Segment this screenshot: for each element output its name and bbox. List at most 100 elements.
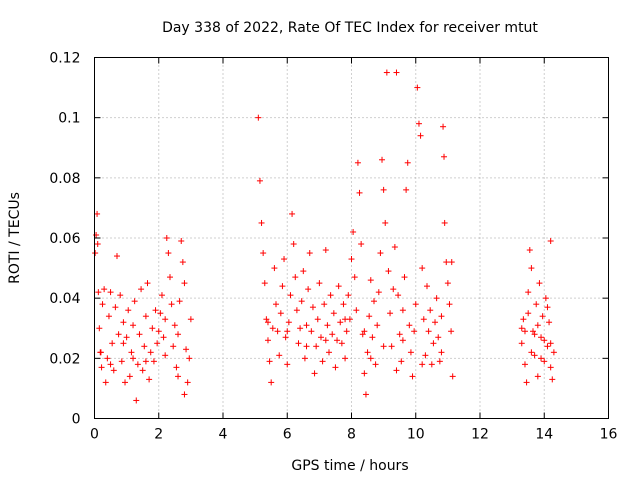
data-point — [300, 268, 307, 275]
data-point — [398, 358, 405, 365]
data-point — [547, 238, 554, 245]
data-point — [113, 253, 120, 260]
data-point — [361, 370, 368, 377]
data-point — [544, 343, 551, 350]
data-point — [440, 123, 447, 130]
data-point — [297, 325, 304, 332]
data-point — [301, 355, 308, 362]
data-point — [160, 334, 167, 341]
data-point — [443, 259, 450, 266]
data-point — [538, 334, 545, 341]
data-point — [547, 364, 554, 371]
data-point — [142, 313, 149, 320]
data-point — [168, 301, 175, 308]
data-point — [136, 331, 143, 338]
data-point — [170, 343, 177, 350]
data-point — [444, 280, 451, 287]
data-point — [175, 331, 182, 338]
data-point — [150, 358, 157, 365]
x-tick-label: 14 — [535, 427, 553, 443]
data-point — [94, 241, 101, 248]
data-point — [322, 337, 329, 344]
data-point — [428, 361, 435, 368]
data-point — [274, 328, 281, 335]
data-point — [340, 301, 347, 308]
data-point — [171, 322, 178, 329]
data-point — [436, 358, 443, 365]
data-point — [526, 247, 533, 254]
data-point — [417, 132, 424, 139]
y-axis-label: ROTI / TECUs — [7, 192, 23, 284]
data-point — [120, 340, 127, 347]
data-point — [353, 307, 360, 314]
x-axis-label: GPS time / hours — [291, 458, 408, 474]
data-point — [273, 301, 280, 308]
data-point — [175, 373, 182, 380]
data-point — [131, 298, 138, 305]
data-point — [412, 301, 419, 308]
data-point — [419, 361, 426, 368]
data-point — [404, 159, 411, 166]
data-point — [256, 177, 263, 184]
y-tick-label: 0.1 — [58, 111, 80, 127]
data-point — [329, 331, 336, 338]
data-point — [165, 250, 172, 257]
data-point — [359, 331, 366, 338]
data-point — [549, 376, 556, 383]
grid — [94, 57, 609, 419]
data-point — [369, 334, 376, 341]
data-point — [521, 361, 528, 368]
data-point — [354, 159, 361, 166]
data-point — [311, 370, 318, 377]
data-point — [134, 361, 141, 368]
data-point — [380, 186, 387, 193]
data-point — [303, 322, 310, 329]
data-point — [258, 219, 265, 226]
data-point — [181, 391, 188, 398]
data-point — [166, 274, 173, 281]
data-point — [432, 319, 439, 326]
data-point — [411, 328, 418, 335]
data-point — [414, 84, 421, 91]
data-point — [139, 367, 146, 374]
data-point — [433, 295, 440, 302]
data-point — [105, 313, 112, 320]
y-tick-label: 0.06 — [49, 231, 80, 247]
x-tick-label: 4 — [219, 427, 228, 443]
data-point — [422, 352, 429, 359]
data-point — [377, 250, 384, 257]
data-point — [528, 349, 535, 356]
data-point — [536, 280, 543, 287]
data-point — [277, 310, 284, 317]
data-point — [289, 210, 296, 217]
data-point — [313, 343, 320, 350]
data-point — [117, 292, 124, 299]
data-point — [534, 322, 541, 329]
data-point — [309, 304, 316, 311]
y-tick-label: 0.12 — [49, 51, 80, 67]
data-point — [155, 328, 162, 335]
data-point — [186, 355, 193, 362]
data-point — [260, 250, 267, 257]
x-tick-label: 16 — [600, 427, 618, 443]
data-point — [530, 328, 537, 335]
data-point — [337, 319, 344, 326]
data-point — [271, 265, 278, 272]
data-point — [107, 361, 114, 368]
data-point — [370, 298, 377, 305]
data-point — [101, 286, 108, 293]
data-point — [98, 364, 105, 371]
data-point — [152, 307, 159, 314]
data-point — [518, 340, 525, 347]
data-point — [178, 238, 185, 245]
data-point — [147, 349, 154, 356]
data-point — [96, 325, 103, 332]
data-point — [181, 280, 188, 287]
data-point — [448, 328, 455, 335]
data-point — [351, 274, 358, 281]
data-point — [138, 286, 145, 293]
data-point — [343, 328, 350, 335]
axis-ticks — [94, 57, 609, 419]
data-point — [338, 340, 345, 347]
x-tick-label: 2 — [154, 427, 163, 443]
